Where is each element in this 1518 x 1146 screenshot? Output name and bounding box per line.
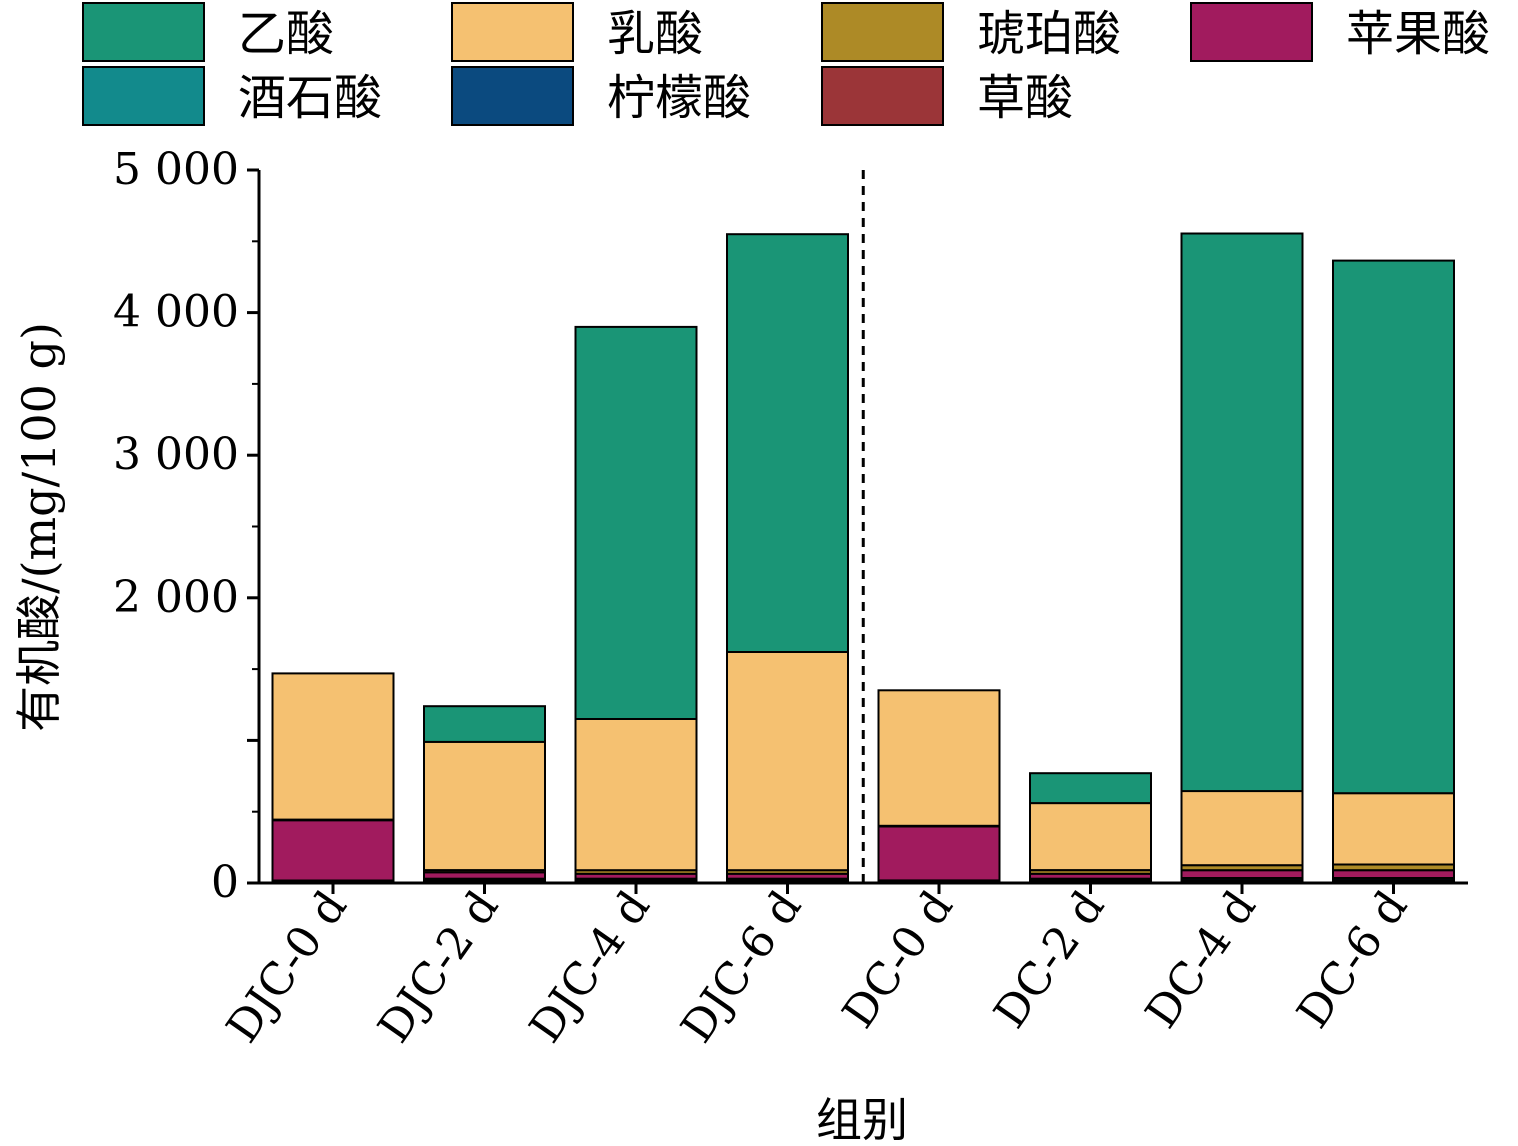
legend-label-1: 乳酸	[607, 6, 703, 62]
bar-dc-2-d-series-6	[1029, 772, 1152, 805]
legend-label-0: 乙酸	[238, 6, 334, 62]
legend-label-3: 苹果酸	[1346, 6, 1490, 62]
y-tick-label-3000: 3 000	[113, 429, 239, 480]
bar-djc-0-d-series-5	[271, 672, 395, 821]
legend-label-5: 柠檬酸	[607, 70, 751, 126]
bars	[271, 232, 1455, 885]
x-tick-label-dc-6-d: DC-6 d	[1287, 882, 1417, 1037]
bar-djc-6-d-series-5	[726, 651, 849, 872]
x-tick-label-djc-4-d: DJC-4 d	[520, 882, 660, 1052]
legend-label-4: 酒石酸	[238, 70, 382, 126]
bar-dc-0-d-series-3	[877, 825, 1001, 882]
y-axis-label: 有机酸/(mg/100 g)	[12, 322, 66, 732]
bar-dc-0-d-series-5	[877, 689, 1001, 827]
y-tick-label-0: 0	[211, 857, 239, 908]
bar-dc-4-d-series-3	[1180, 869, 1304, 880]
bar-dc-6-d-series-6	[1332, 259, 1455, 795]
bar-dc-4-d-series-6	[1180, 232, 1304, 793]
legend-swatch-6	[821, 66, 944, 126]
bar-djc-6-d-series-6	[726, 233, 849, 653]
x-tick-label-dc-4-d: DC-4 d	[1136, 882, 1266, 1037]
bar-djc-2-d-series-5	[423, 740, 546, 872]
bar-djc-4-d-series-5	[574, 718, 698, 872]
x-tick-label-djc-6-d: DJC-6 d	[671, 882, 811, 1052]
bar-dc-2-d-series-5	[1029, 802, 1152, 872]
bar-dc-6-d-series-5	[1332, 792, 1455, 866]
legend-swatch-2	[821, 2, 944, 62]
bar-dc-4-d-series-5	[1180, 790, 1304, 867]
legend-swatch-1	[451, 2, 574, 62]
x-tick-label-djc-2-d: DJC-2 d	[368, 882, 508, 1052]
bar-dc-6-d-series-3	[1332, 869, 1455, 880]
y-tick-label-2000: 2 000	[113, 572, 239, 623]
legend-label-6: 草酸	[977, 70, 1073, 126]
legend-swatch-4	[82, 66, 205, 126]
y-tick-label-5000: 5 000	[113, 144, 239, 195]
x-tick-label-dc-0-d: DC-0 d	[833, 882, 963, 1037]
x-axis-label: 组别	[816, 1093, 908, 1146]
legend-swatch-0	[82, 2, 205, 62]
x-tick-label-dc-2-d: DC-2 d	[984, 882, 1114, 1037]
legend-swatch-3	[1190, 2, 1313, 62]
bar-djc-2-d-series-6	[423, 705, 546, 743]
y-tick-label-4000: 4 000	[113, 287, 239, 338]
legend-label-2: 琥珀酸	[977, 6, 1121, 62]
legend-swatch-5	[451, 66, 574, 126]
bar-djc-0-d-series-3	[271, 819, 395, 882]
bar-djc-4-d-series-6	[574, 325, 698, 720]
